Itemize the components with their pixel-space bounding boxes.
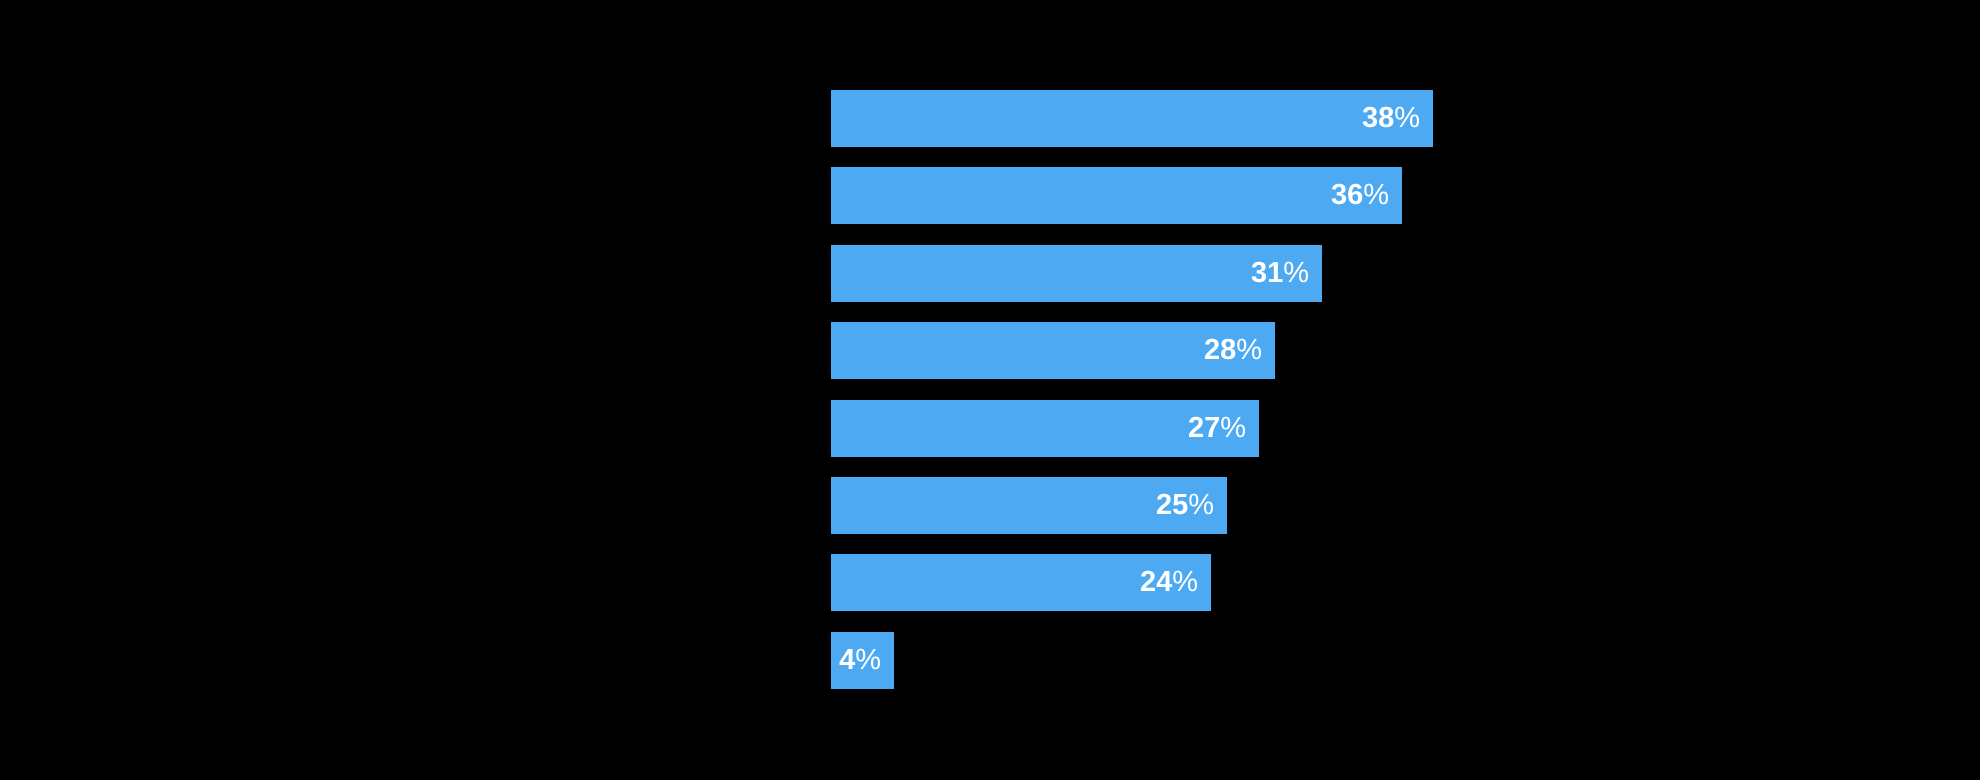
bar-value-percent-sign: % — [1188, 489, 1214, 521]
bar: 25% — [831, 477, 1227, 534]
bar: 24% — [831, 554, 1211, 611]
bar-value-percent-sign: % — [1236, 334, 1262, 366]
bar-value-percent-sign: % — [1283, 257, 1309, 289]
bar-value-number: 36 — [1330, 179, 1364, 211]
bar-value-label: 36% — [1331, 181, 1402, 210]
bar-value-number: 25 — [1155, 489, 1189, 521]
bar: 4% — [831, 632, 894, 689]
bar-value-label: 27% — [1188, 414, 1259, 443]
bar-value-percent-sign: % — [855, 644, 881, 676]
bar-value-percent-sign: % — [1172, 566, 1198, 598]
bar-value-number: 4 — [839, 644, 856, 676]
bar-value-label: 24% — [1140, 568, 1211, 597]
bar: 31% — [831, 245, 1322, 302]
bar-value-percent-sign: % — [1363, 179, 1389, 211]
bar-value-percent-sign: % — [1220, 412, 1246, 444]
bar: 36% — [831, 167, 1402, 224]
bar-value-number: 38 — [1361, 102, 1395, 134]
bar-value-label: 4% — [839, 646, 894, 675]
bar-value-label: 28% — [1204, 336, 1275, 365]
bar-value-number: 28 — [1203, 334, 1237, 366]
bar: 28% — [831, 322, 1275, 379]
bar-value-label: 25% — [1156, 491, 1227, 520]
bar-value-number: 31 — [1250, 257, 1284, 289]
bar-value-number: 27 — [1187, 412, 1221, 444]
bar: 38% — [831, 90, 1433, 147]
bar-value-label: 31% — [1251, 259, 1322, 288]
bar-value-number: 24 — [1139, 566, 1173, 598]
bar-value-label: 38% — [1362, 104, 1433, 133]
bar-value-percent-sign: % — [1394, 102, 1420, 134]
bar: 27% — [831, 400, 1259, 457]
